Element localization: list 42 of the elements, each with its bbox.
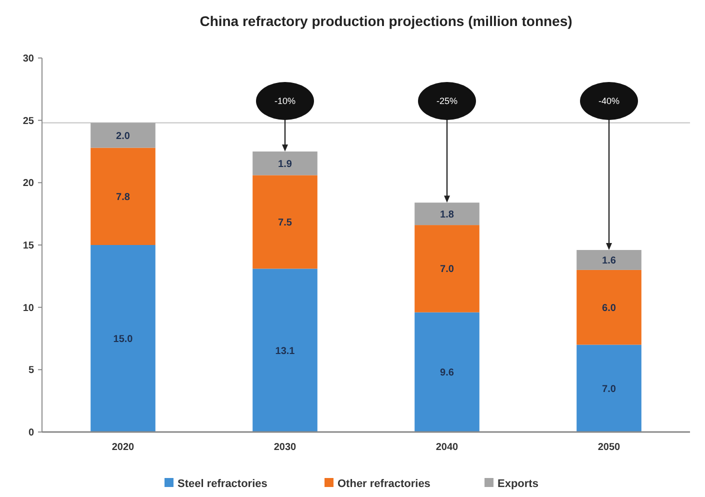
data-label: 7.0 bbox=[440, 264, 454, 276]
bar bbox=[90, 122, 156, 148]
bar bbox=[252, 268, 318, 432]
annotation: -10% bbox=[274, 96, 296, 106]
x-tick-label: 2050 bbox=[598, 442, 621, 453]
data-label: 1.6 bbox=[602, 255, 616, 266]
bar bbox=[576, 270, 642, 345]
y-tick-label: 30 bbox=[22, 54, 34, 64]
data-label: 7.5 bbox=[278, 217, 292, 228]
data-label: 1.8 bbox=[440, 209, 454, 220]
x-tick-label: 2030 bbox=[274, 442, 297, 453]
annotation: -40% bbox=[598, 96, 620, 106]
y-tick-label: 10 bbox=[22, 302, 34, 314]
chart-title: China refractory production projections (million tonnes) bbox=[200, 13, 572, 29]
y-tick-label: 20 bbox=[22, 178, 34, 190]
x-tick-label: 2020 bbox=[112, 442, 135, 453]
x-tick-label: 2040 bbox=[436, 442, 459, 453]
bar bbox=[414, 312, 480, 432]
bar bbox=[252, 175, 318, 269]
bar bbox=[252, 152, 318, 176]
bar bbox=[90, 148, 156, 245]
y-tick-label: 15 bbox=[22, 240, 34, 252]
legend-label: Exports bbox=[498, 478, 538, 490]
legend-label: Other refractories bbox=[338, 478, 430, 490]
legend-label: Steel refractories bbox=[178, 478, 268, 490]
data-label: 1.9 bbox=[278, 158, 292, 170]
y-tick-label: 25 bbox=[22, 116, 34, 127]
data-label: 7.8 bbox=[116, 192, 130, 203]
data-label: 7.0 bbox=[602, 384, 616, 395]
data-label: 2.0 bbox=[116, 130, 130, 142]
data-label: 15.0 bbox=[113, 334, 134, 345]
annotation: -25% bbox=[436, 96, 458, 106]
y-tick-label: 0 bbox=[28, 428, 34, 438]
bar bbox=[90, 245, 156, 432]
data-label: 6.0 bbox=[602, 302, 616, 314]
data-label: 9.6 bbox=[440, 368, 454, 379]
bar bbox=[414, 225, 480, 312]
bar bbox=[576, 344, 642, 432]
bar bbox=[576, 250, 642, 270]
bar bbox=[414, 202, 480, 226]
data-label: 13.1 bbox=[275, 346, 296, 357]
y-tick-label: 5 bbox=[28, 365, 34, 376]
